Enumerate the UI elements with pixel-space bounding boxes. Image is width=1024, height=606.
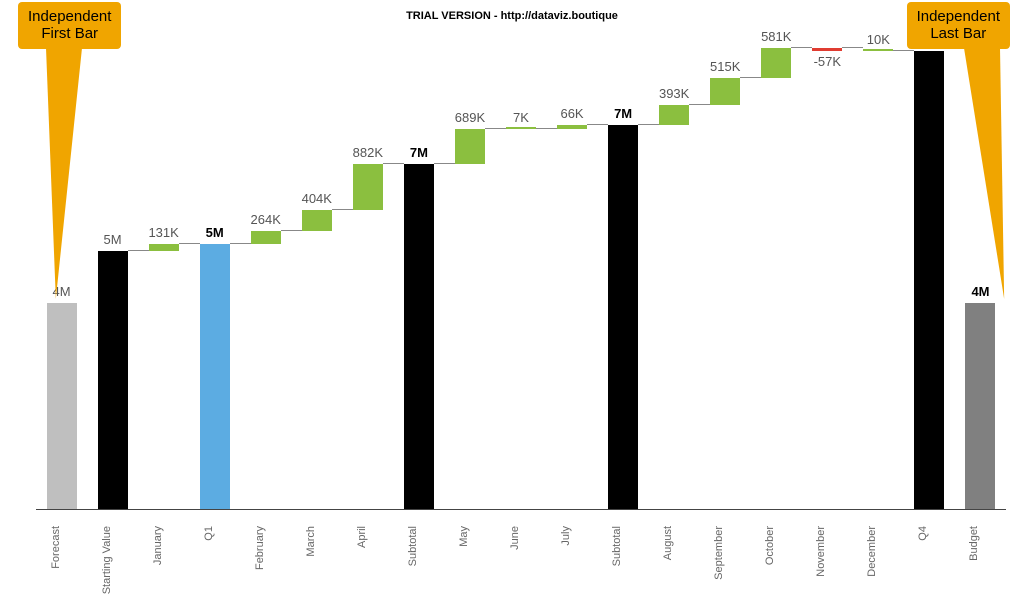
x-label-july: July (560, 526, 572, 546)
value-label: 7K (513, 110, 529, 125)
connector (128, 250, 149, 251)
bar-subtotal (404, 164, 434, 509)
connector (485, 128, 506, 129)
value-label: 264K (251, 212, 281, 227)
x-label-october: October (764, 526, 776, 565)
bar-budget (965, 303, 995, 509)
connector (842, 47, 863, 48)
bar-july (557, 125, 587, 128)
connector (791, 47, 812, 48)
connector (740, 77, 761, 78)
callout-last-bar-body: Independent Last Bar (907, 2, 1010, 49)
bar-february (251, 231, 281, 245)
connector (587, 124, 608, 125)
bar-q4 (914, 51, 944, 509)
bar-starting-value (98, 251, 128, 509)
value-label: 689K (455, 110, 485, 125)
x-label-subtotal: Subtotal (611, 526, 623, 566)
x-label-budget: Budget (968, 526, 980, 561)
value-label: 131K (148, 225, 178, 240)
bar-forecast (47, 303, 77, 509)
value-label: 515K (710, 59, 740, 74)
waterfall-chart: 4M5M131K5M264K404K882K7M689K7K66K7M393K5… (36, 20, 1006, 586)
bar-august (659, 105, 689, 125)
x-label-march: March (305, 526, 317, 557)
x-label-september: September (713, 526, 725, 580)
x-label-january: January (152, 526, 164, 565)
x-axis-labels: Forecast Starting Value January Q1 February M… (36, 514, 1006, 594)
value-label: 7M (410, 145, 428, 160)
bar-april (353, 164, 383, 209)
connector (332, 209, 353, 210)
connector (638, 124, 659, 125)
bar-subtotal (608, 125, 638, 509)
x-label-april: April (356, 526, 368, 548)
bar-november (812, 48, 842, 51)
value-label: 66K (560, 106, 583, 121)
bar-march (302, 210, 332, 231)
value-label: 5M (104, 232, 122, 247)
x-label-june: June (509, 526, 521, 550)
callout-tail (37, 48, 81, 299)
x-label-february: February (254, 526, 266, 570)
x-label-august: August (662, 526, 674, 560)
connector (434, 163, 455, 164)
x-label-november: November (815, 526, 827, 577)
x-label-starting-value: Starting Value (101, 526, 113, 594)
bar-december (863, 49, 893, 51)
x-label-subtotal: Subtotal (407, 526, 419, 566)
connector (689, 104, 710, 105)
x-label-december: December (866, 526, 878, 577)
bar-june (506, 127, 536, 129)
value-label: 10K (867, 32, 890, 47)
value-label: 882K (353, 145, 383, 160)
connector (893, 50, 914, 51)
bar-october (761, 48, 791, 78)
bar-january (149, 244, 179, 251)
bar-september (710, 78, 740, 105)
plot-area: 4M5M131K5M264K404K882K7M689K7K66K7M393K5… (36, 20, 1006, 510)
value-label: 7M (614, 106, 632, 121)
x-label-q4: Q4 (917, 526, 929, 541)
value-label: 5M (206, 225, 224, 240)
connector (230, 243, 251, 244)
value-label: -57K (814, 54, 841, 69)
value-label: 581K (761, 29, 791, 44)
value-label: 393K (659, 86, 689, 101)
bar-may (455, 129, 485, 165)
bar-q1 (200, 244, 230, 509)
x-label-forecast: Forecast (50, 526, 62, 569)
callout-last-bar: Independent Last Bar (907, 2, 1010, 49)
callout-first-bar: Independent First Bar (18, 2, 121, 49)
value-label: 404K (302, 191, 332, 206)
callout-first-bar-body: Independent First Bar (18, 2, 121, 49)
connector (179, 243, 200, 244)
x-label-q1: Q1 (203, 526, 215, 541)
connector (281, 230, 302, 231)
connector (383, 163, 404, 164)
x-label-may: May (458, 526, 470, 547)
connector (536, 128, 557, 129)
